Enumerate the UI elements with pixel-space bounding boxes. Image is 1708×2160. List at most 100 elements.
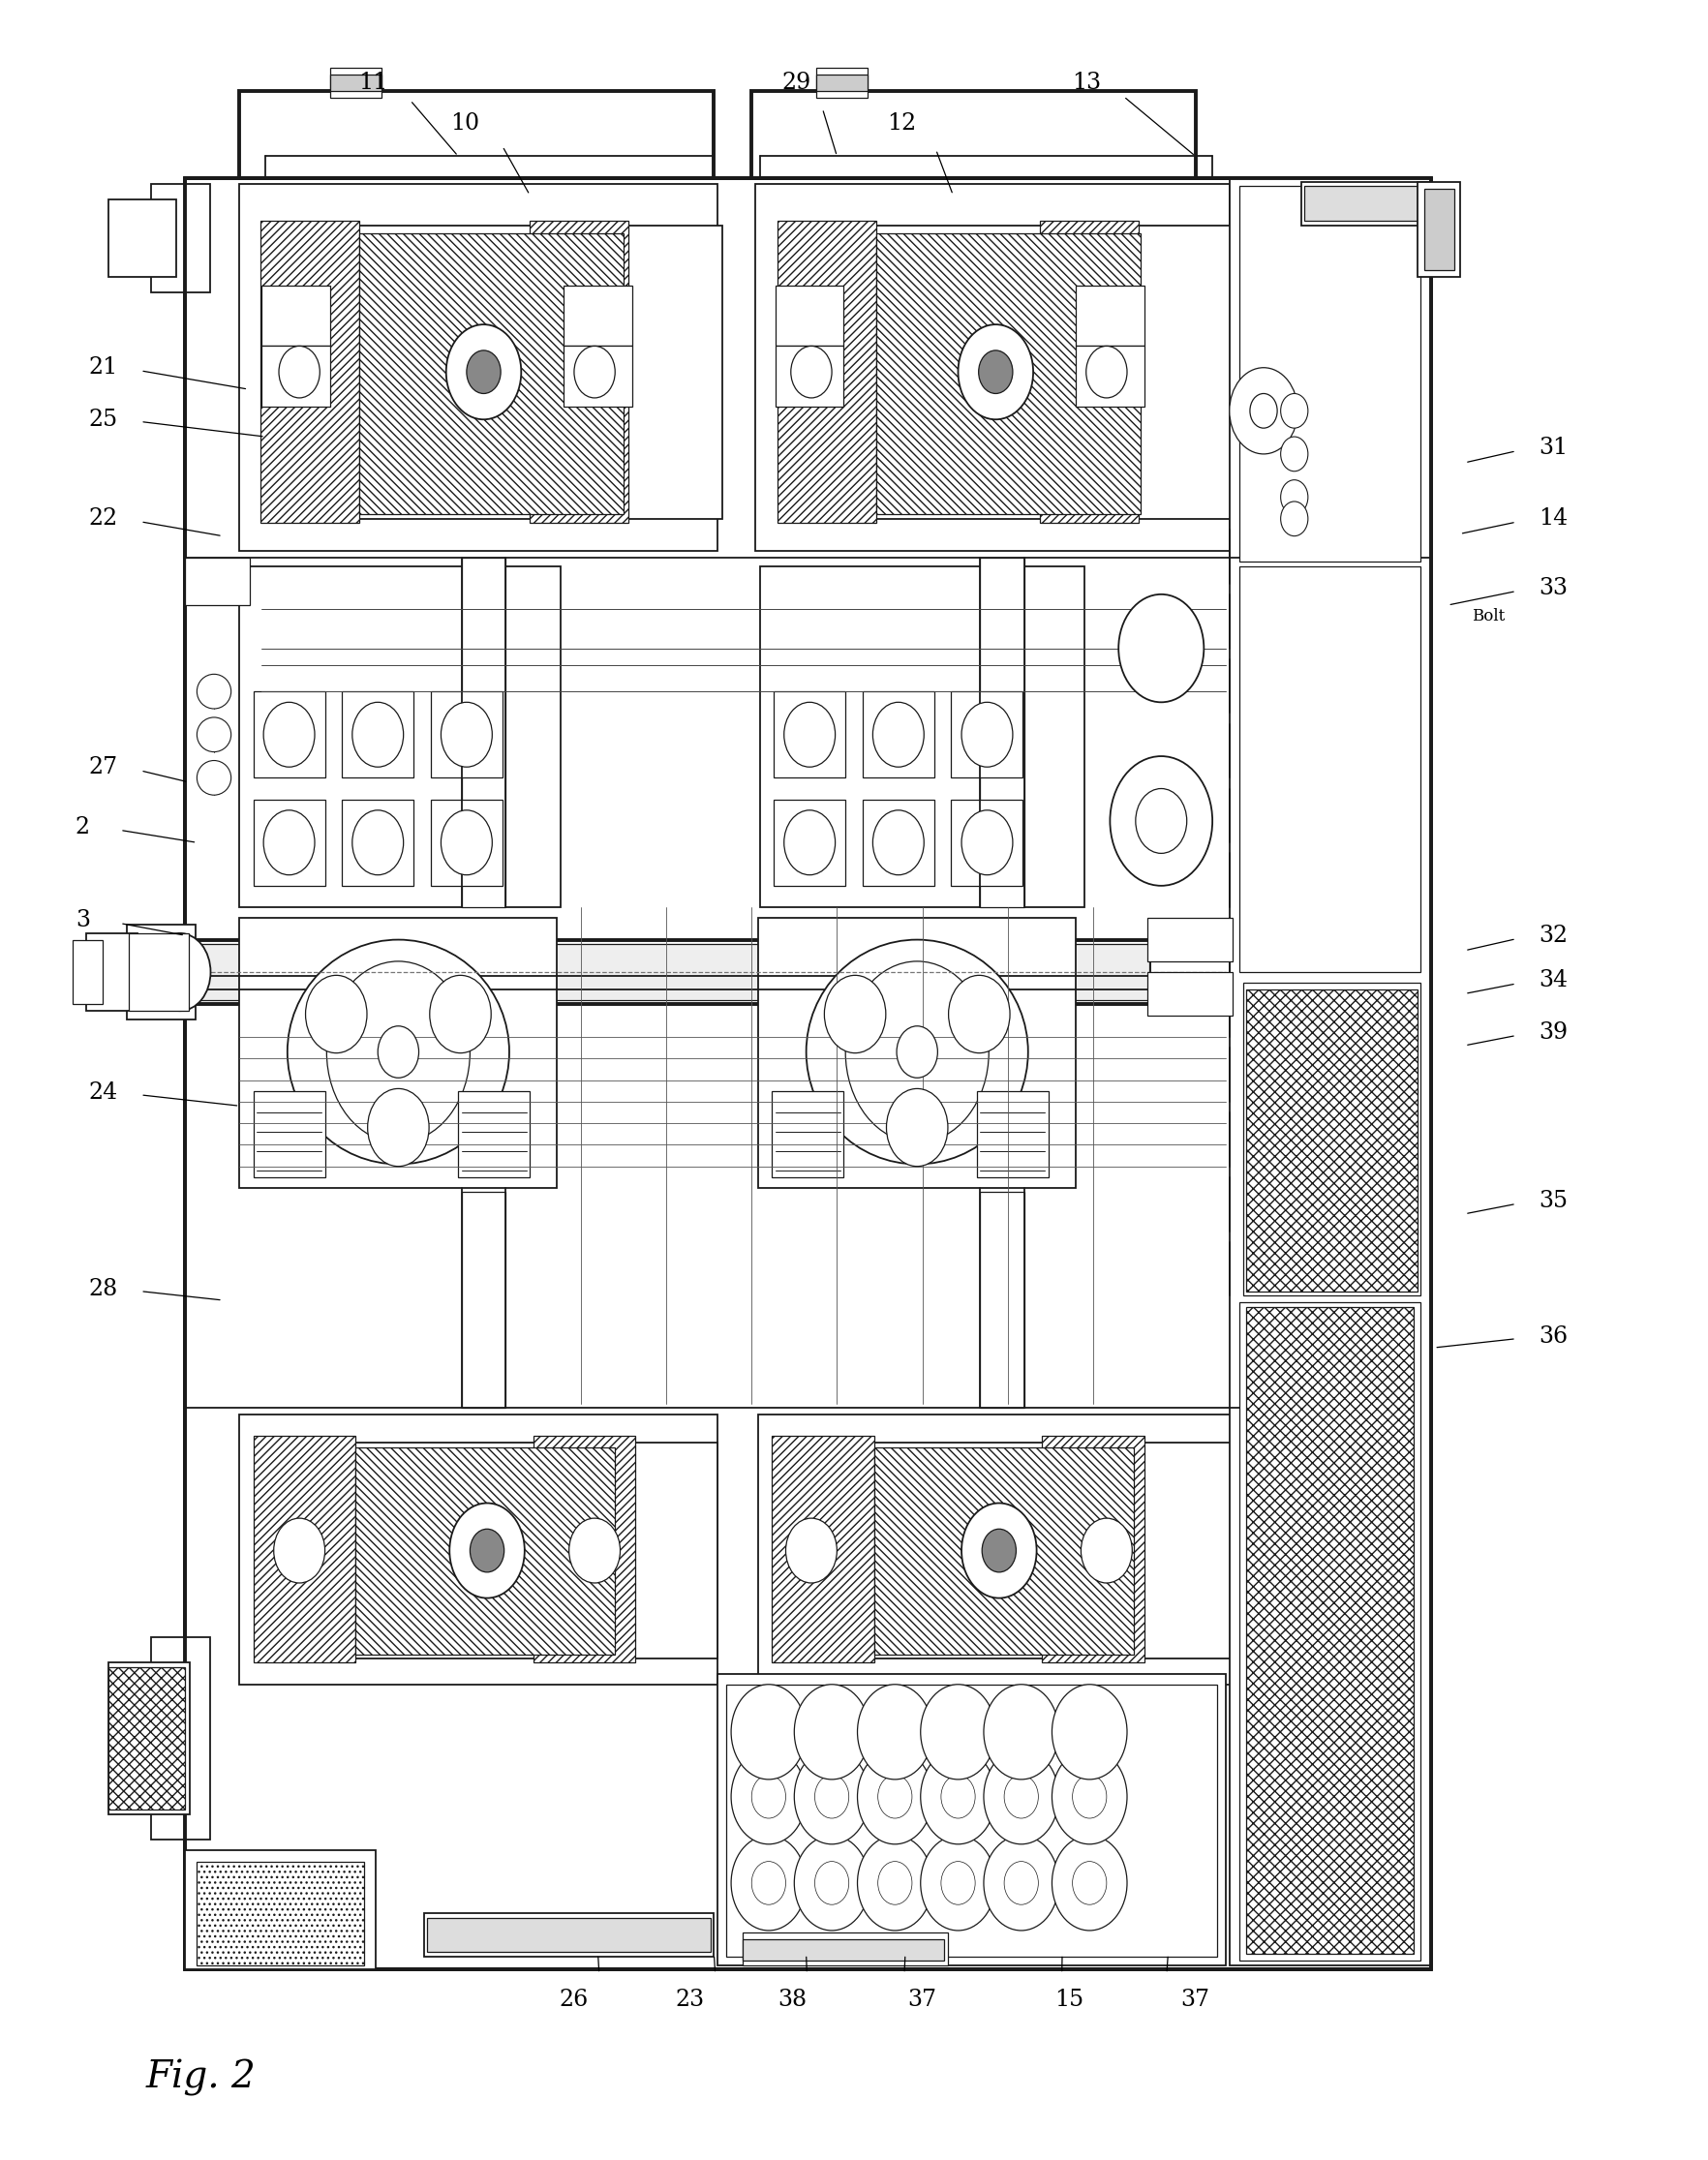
Bar <box>458 1091 529 1177</box>
Ellipse shape <box>1230 367 1298 454</box>
Bar <box>980 1192 1025 1408</box>
Bar <box>108 1668 184 1810</box>
Bar <box>758 918 1076 1188</box>
Ellipse shape <box>886 1089 948 1166</box>
Bar <box>108 199 176 276</box>
Ellipse shape <box>857 1750 933 1845</box>
Ellipse shape <box>984 1750 1059 1845</box>
Text: 31: 31 <box>1539 436 1568 458</box>
Ellipse shape <box>1052 1685 1127 1780</box>
Ellipse shape <box>196 674 231 708</box>
Text: 23: 23 <box>676 1989 705 2011</box>
Ellipse shape <box>941 1862 975 1905</box>
Bar <box>980 557 1025 907</box>
Ellipse shape <box>921 1836 996 1931</box>
Bar <box>253 1436 355 1663</box>
Bar <box>876 233 1141 514</box>
Text: 21: 21 <box>89 356 118 378</box>
Bar <box>755 184 1230 551</box>
Text: 28: 28 <box>89 1279 118 1300</box>
Text: 22: 22 <box>89 508 118 529</box>
Bar <box>1301 181 1431 225</box>
Bar <box>126 924 195 1020</box>
Bar <box>564 346 632 406</box>
Ellipse shape <box>470 1529 504 1572</box>
Ellipse shape <box>873 810 924 875</box>
Ellipse shape <box>273 1518 325 1583</box>
Ellipse shape <box>962 1503 1037 1598</box>
Ellipse shape <box>878 1776 912 1819</box>
Ellipse shape <box>794 1836 869 1931</box>
Text: 29: 29 <box>781 71 811 93</box>
Bar <box>1240 1302 1421 1961</box>
Text: Fig. 2: Fig. 2 <box>145 2058 256 2095</box>
Bar <box>253 1091 325 1177</box>
Bar <box>1076 346 1144 406</box>
Ellipse shape <box>263 810 314 875</box>
Bar <box>774 799 845 886</box>
Bar <box>1305 186 1428 220</box>
Text: 37: 37 <box>1180 1989 1209 2011</box>
Ellipse shape <box>1073 1862 1107 1905</box>
Bar <box>951 691 1023 778</box>
Text: 32: 32 <box>1539 924 1568 946</box>
Bar <box>260 220 359 523</box>
Ellipse shape <box>857 1836 933 1931</box>
Text: 34: 34 <box>1539 970 1568 991</box>
Ellipse shape <box>1086 346 1127 397</box>
Ellipse shape <box>878 1862 912 1905</box>
Bar <box>1424 188 1455 270</box>
Bar <box>743 1933 948 1966</box>
Bar <box>529 220 629 523</box>
Ellipse shape <box>979 350 1013 393</box>
Bar <box>184 940 1149 1004</box>
Text: 14: 14 <box>1539 508 1568 529</box>
Ellipse shape <box>149 933 210 1011</box>
Bar <box>977 1091 1049 1177</box>
Ellipse shape <box>441 702 492 767</box>
Ellipse shape <box>857 1685 933 1780</box>
Ellipse shape <box>941 1776 975 1819</box>
Bar <box>184 557 249 605</box>
Bar <box>874 1447 1134 1655</box>
Bar <box>1243 983 1421 1296</box>
Ellipse shape <box>752 1862 786 1905</box>
Text: 38: 38 <box>777 1989 808 2011</box>
Bar <box>359 233 623 514</box>
Bar <box>726 1685 1218 1957</box>
Bar <box>330 67 381 97</box>
Bar <box>1042 1436 1144 1663</box>
Bar <box>461 557 506 907</box>
Bar <box>1418 181 1460 276</box>
Text: 11: 11 <box>359 71 388 93</box>
Ellipse shape <box>731 1750 806 1845</box>
Bar <box>774 1443 1231 1659</box>
Bar <box>253 799 325 886</box>
Ellipse shape <box>196 760 231 795</box>
Ellipse shape <box>1281 501 1308 536</box>
Ellipse shape <box>784 702 835 767</box>
Bar <box>564 285 632 346</box>
Ellipse shape <box>806 940 1028 1164</box>
Ellipse shape <box>196 717 231 752</box>
Bar <box>256 1443 717 1659</box>
Text: 26: 26 <box>560 1989 589 2011</box>
Ellipse shape <box>921 1750 996 1845</box>
Ellipse shape <box>449 1503 524 1598</box>
Ellipse shape <box>731 1836 806 1931</box>
Ellipse shape <box>1281 480 1308 514</box>
Bar <box>461 1192 506 1408</box>
Bar <box>760 566 1085 907</box>
Bar <box>239 184 717 551</box>
Text: 12: 12 <box>886 112 917 134</box>
Bar <box>1040 220 1139 523</box>
Ellipse shape <box>1052 1836 1127 1931</box>
Bar <box>150 184 210 292</box>
Ellipse shape <box>845 961 989 1143</box>
Ellipse shape <box>958 324 1033 419</box>
Ellipse shape <box>962 810 1013 875</box>
Ellipse shape <box>873 702 924 767</box>
Ellipse shape <box>984 1836 1059 1931</box>
Ellipse shape <box>791 346 832 397</box>
Bar <box>816 73 868 91</box>
